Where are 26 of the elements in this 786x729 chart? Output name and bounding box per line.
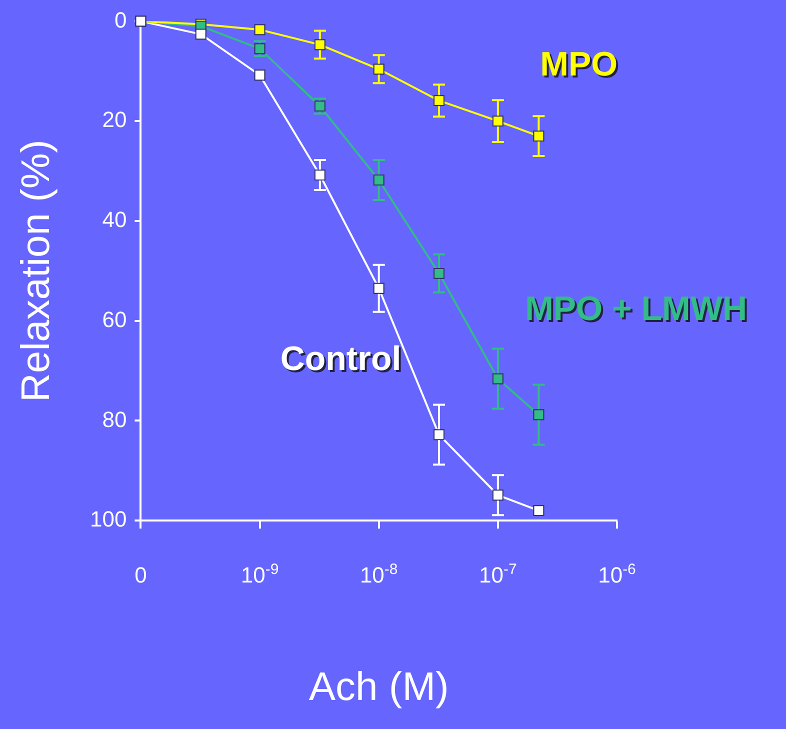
point [492,490,504,501]
point [314,170,326,180]
point [434,268,444,279]
point [254,70,266,81]
y-tick-label: 60 [102,306,127,332]
point [373,282,384,294]
point [434,95,444,106]
x-axis-title: Ach (M) [308,665,449,710]
y-tick-label: 80 [102,406,127,432]
series-label: MPO + LMWH [525,290,748,328]
y-tick-label: 20 [102,107,127,132]
series-label: Control [280,340,402,378]
y-axis-title: Relaxation (%) [14,140,58,402]
point [254,24,266,36]
point [373,174,384,186]
y-tick-label: 0 [114,7,127,32]
x-tick-label: 0 [134,562,147,588]
point [195,28,206,40]
point [434,429,444,440]
point [492,373,504,384]
y-tick-label: 100 [90,506,127,532]
series-label: MPO [542,48,620,86]
point [492,116,504,127]
point [373,64,384,75]
y-tick-label: 40 [102,207,127,232]
point [314,39,326,50]
